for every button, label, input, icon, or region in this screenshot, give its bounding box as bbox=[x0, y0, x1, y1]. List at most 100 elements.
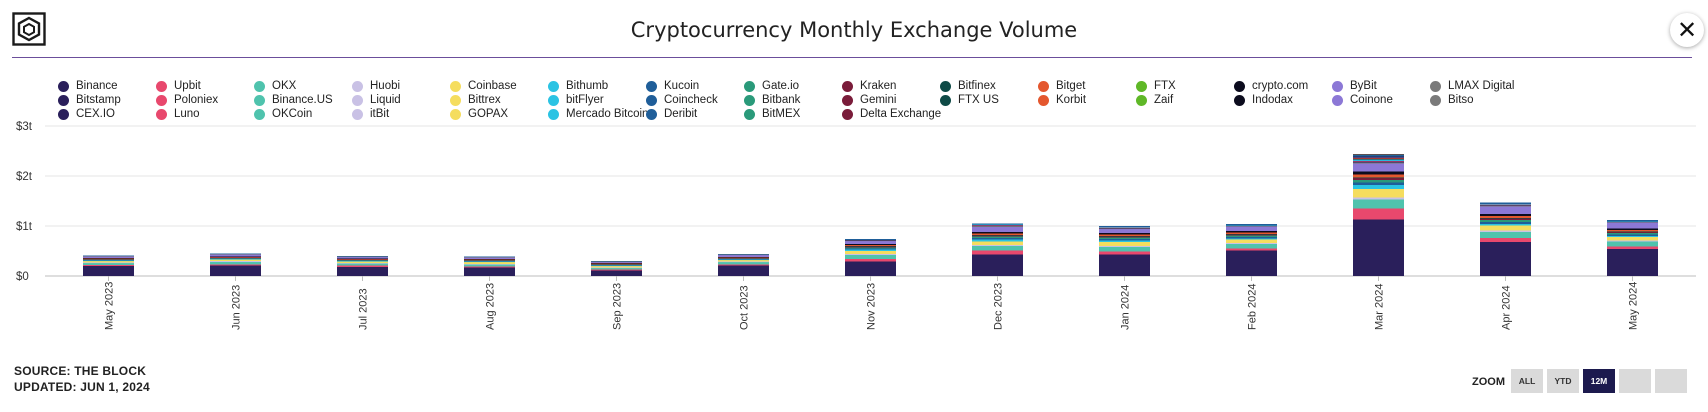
legend-item[interactable]: itBit bbox=[352, 107, 389, 121]
legend-item[interactable]: Deribit bbox=[646, 107, 697, 121]
bar-segment bbox=[337, 265, 388, 267]
legend-item[interactable]: FTX US bbox=[940, 93, 999, 107]
source-text: SOURCE: THE BLOCK bbox=[14, 364, 147, 378]
bar-segment bbox=[1607, 221, 1658, 222]
legend-item[interactable]: Huobi bbox=[352, 79, 400, 93]
y-tick-label: $3t bbox=[16, 121, 33, 133]
bar-segment bbox=[1480, 206, 1531, 214]
bar-segment bbox=[1353, 180, 1404, 183]
zoom-button[interactable]: YTD bbox=[1547, 369, 1579, 393]
legend-item[interactable]: Bitbank bbox=[744, 93, 800, 107]
legend-item[interactable]: Upbit bbox=[156, 79, 201, 93]
bar-segment bbox=[1480, 204, 1531, 205]
legend-dot-icon bbox=[450, 108, 461, 120]
legend-item[interactable]: Binance bbox=[58, 79, 118, 93]
legend-item[interactable]: Zaif bbox=[1136, 93, 1173, 107]
legend-item[interactable]: FTX bbox=[1136, 79, 1176, 93]
zoom-button[interactable]: 12M bbox=[1583, 369, 1615, 393]
legend-item[interactable]: Liquid bbox=[352, 93, 401, 107]
bar-segment bbox=[718, 264, 769, 266]
bar-segment bbox=[1226, 231, 1277, 233]
legend-item[interactable]: BitMEX bbox=[744, 107, 800, 121]
bar-segment bbox=[845, 261, 896, 276]
legend-label: Coincheck bbox=[664, 94, 718, 106]
close-button[interactable]: ✕ bbox=[1670, 13, 1704, 47]
legend-label: Kucoin bbox=[664, 80, 700, 92]
legend-item[interactable]: Delta Exchange bbox=[842, 107, 941, 121]
legend-label: Gate.io bbox=[762, 80, 800, 92]
legend-item[interactable]: Kucoin bbox=[646, 79, 699, 93]
zoom-button[interactable] bbox=[1619, 369, 1651, 393]
legend-item[interactable]: CEX.IO bbox=[58, 107, 115, 121]
legend-item[interactable]: Bitso bbox=[1430, 93, 1474, 107]
bar-segment bbox=[1353, 158, 1404, 159]
legend-label: Liquid bbox=[370, 94, 401, 106]
legend-dot-icon bbox=[548, 108, 559, 120]
bar-segment bbox=[972, 236, 1023, 238]
legend-item[interactable]: Coinbase bbox=[450, 79, 517, 93]
bar-segment bbox=[1480, 220, 1531, 222]
y-tick-label: $0 bbox=[16, 271, 29, 283]
cube-logo-icon[interactable] bbox=[12, 12, 46, 46]
legend-item[interactable]: Indodax bbox=[1234, 93, 1293, 107]
bar-segment bbox=[1607, 234, 1658, 236]
legend-dot-icon bbox=[646, 80, 657, 92]
legend-item[interactable]: Bittrex bbox=[450, 93, 501, 107]
legend-item[interactable]: crypto.com bbox=[1234, 79, 1308, 93]
legend-item[interactable]: OKCoin bbox=[254, 107, 312, 121]
bar-segment bbox=[972, 227, 1023, 232]
x-tick-label: Mar 2024 bbox=[1374, 284, 1386, 330]
legend-item[interactable]: Coincheck bbox=[646, 93, 718, 107]
legend-item[interactable]: GOPAX bbox=[450, 107, 508, 121]
legend-label: Deribit bbox=[664, 108, 698, 120]
bar-segment bbox=[83, 262, 134, 264]
bar-segment bbox=[972, 225, 1023, 226]
legend-item[interactable]: ByBit bbox=[1332, 79, 1377, 93]
bar-segment bbox=[210, 256, 261, 258]
legend-item[interactable]: Coinone bbox=[1332, 93, 1393, 107]
bar-segment bbox=[464, 261, 515, 263]
legend-label: Delta Exchange bbox=[860, 108, 942, 120]
bar-segment bbox=[210, 257, 261, 258]
legend-dot-icon bbox=[744, 108, 755, 120]
legend-item[interactable]: LMAX Digital bbox=[1430, 79, 1514, 93]
bar-segment bbox=[718, 258, 769, 259]
legend-item[interactable]: bitFlyer bbox=[548, 93, 604, 107]
bar-segment bbox=[1226, 243, 1277, 244]
bar-segment bbox=[1099, 247, 1150, 252]
bar-segment bbox=[1099, 227, 1150, 229]
legend-item[interactable]: Bitstamp bbox=[58, 93, 121, 107]
legend-item[interactable]: Binance.US bbox=[254, 93, 333, 107]
bar-segment bbox=[1607, 231, 1658, 233]
legend-item[interactable]: Poloniex bbox=[156, 93, 218, 107]
bar-segment bbox=[1099, 239, 1150, 241]
bar-segment bbox=[972, 239, 1023, 242]
bar-segment bbox=[1480, 222, 1531, 224]
zoom-button[interactable]: ALL bbox=[1511, 369, 1543, 393]
legend-item[interactable]: OKX bbox=[254, 79, 296, 93]
legend-dot-icon bbox=[548, 80, 559, 92]
legend-item[interactable]: Bithumb bbox=[548, 79, 608, 93]
bar-segment bbox=[718, 258, 769, 260]
legend-item[interactable]: Kraken bbox=[842, 79, 896, 93]
bar-segment bbox=[1480, 232, 1531, 238]
legend-item[interactable]: Bitget bbox=[1038, 79, 1085, 93]
legend-item[interactable]: Mercado Bitcoin bbox=[548, 107, 648, 121]
bar-segment bbox=[1607, 236, 1658, 237]
bar-segment bbox=[1480, 204, 1531, 206]
legend-dot-icon bbox=[352, 80, 363, 92]
legend-item[interactable]: Luno bbox=[156, 107, 200, 121]
zoom-button[interactable] bbox=[1655, 369, 1687, 393]
legend-item[interactable]: Korbit bbox=[1038, 93, 1086, 107]
legend-item[interactable]: Gemini bbox=[842, 93, 896, 107]
legend-label: Poloniex bbox=[174, 94, 219, 106]
legend-item[interactable]: Bitfinex bbox=[940, 79, 996, 93]
bar-segment bbox=[464, 262, 515, 264]
bar-segment bbox=[591, 267, 642, 269]
legend-item[interactable]: Gate.io bbox=[744, 79, 799, 93]
stacked-bar bbox=[845, 239, 896, 276]
bar-segment bbox=[1226, 234, 1277, 236]
bar-segment bbox=[845, 240, 896, 241]
bar-segment bbox=[591, 263, 642, 265]
bar-segment bbox=[1226, 244, 1277, 249]
